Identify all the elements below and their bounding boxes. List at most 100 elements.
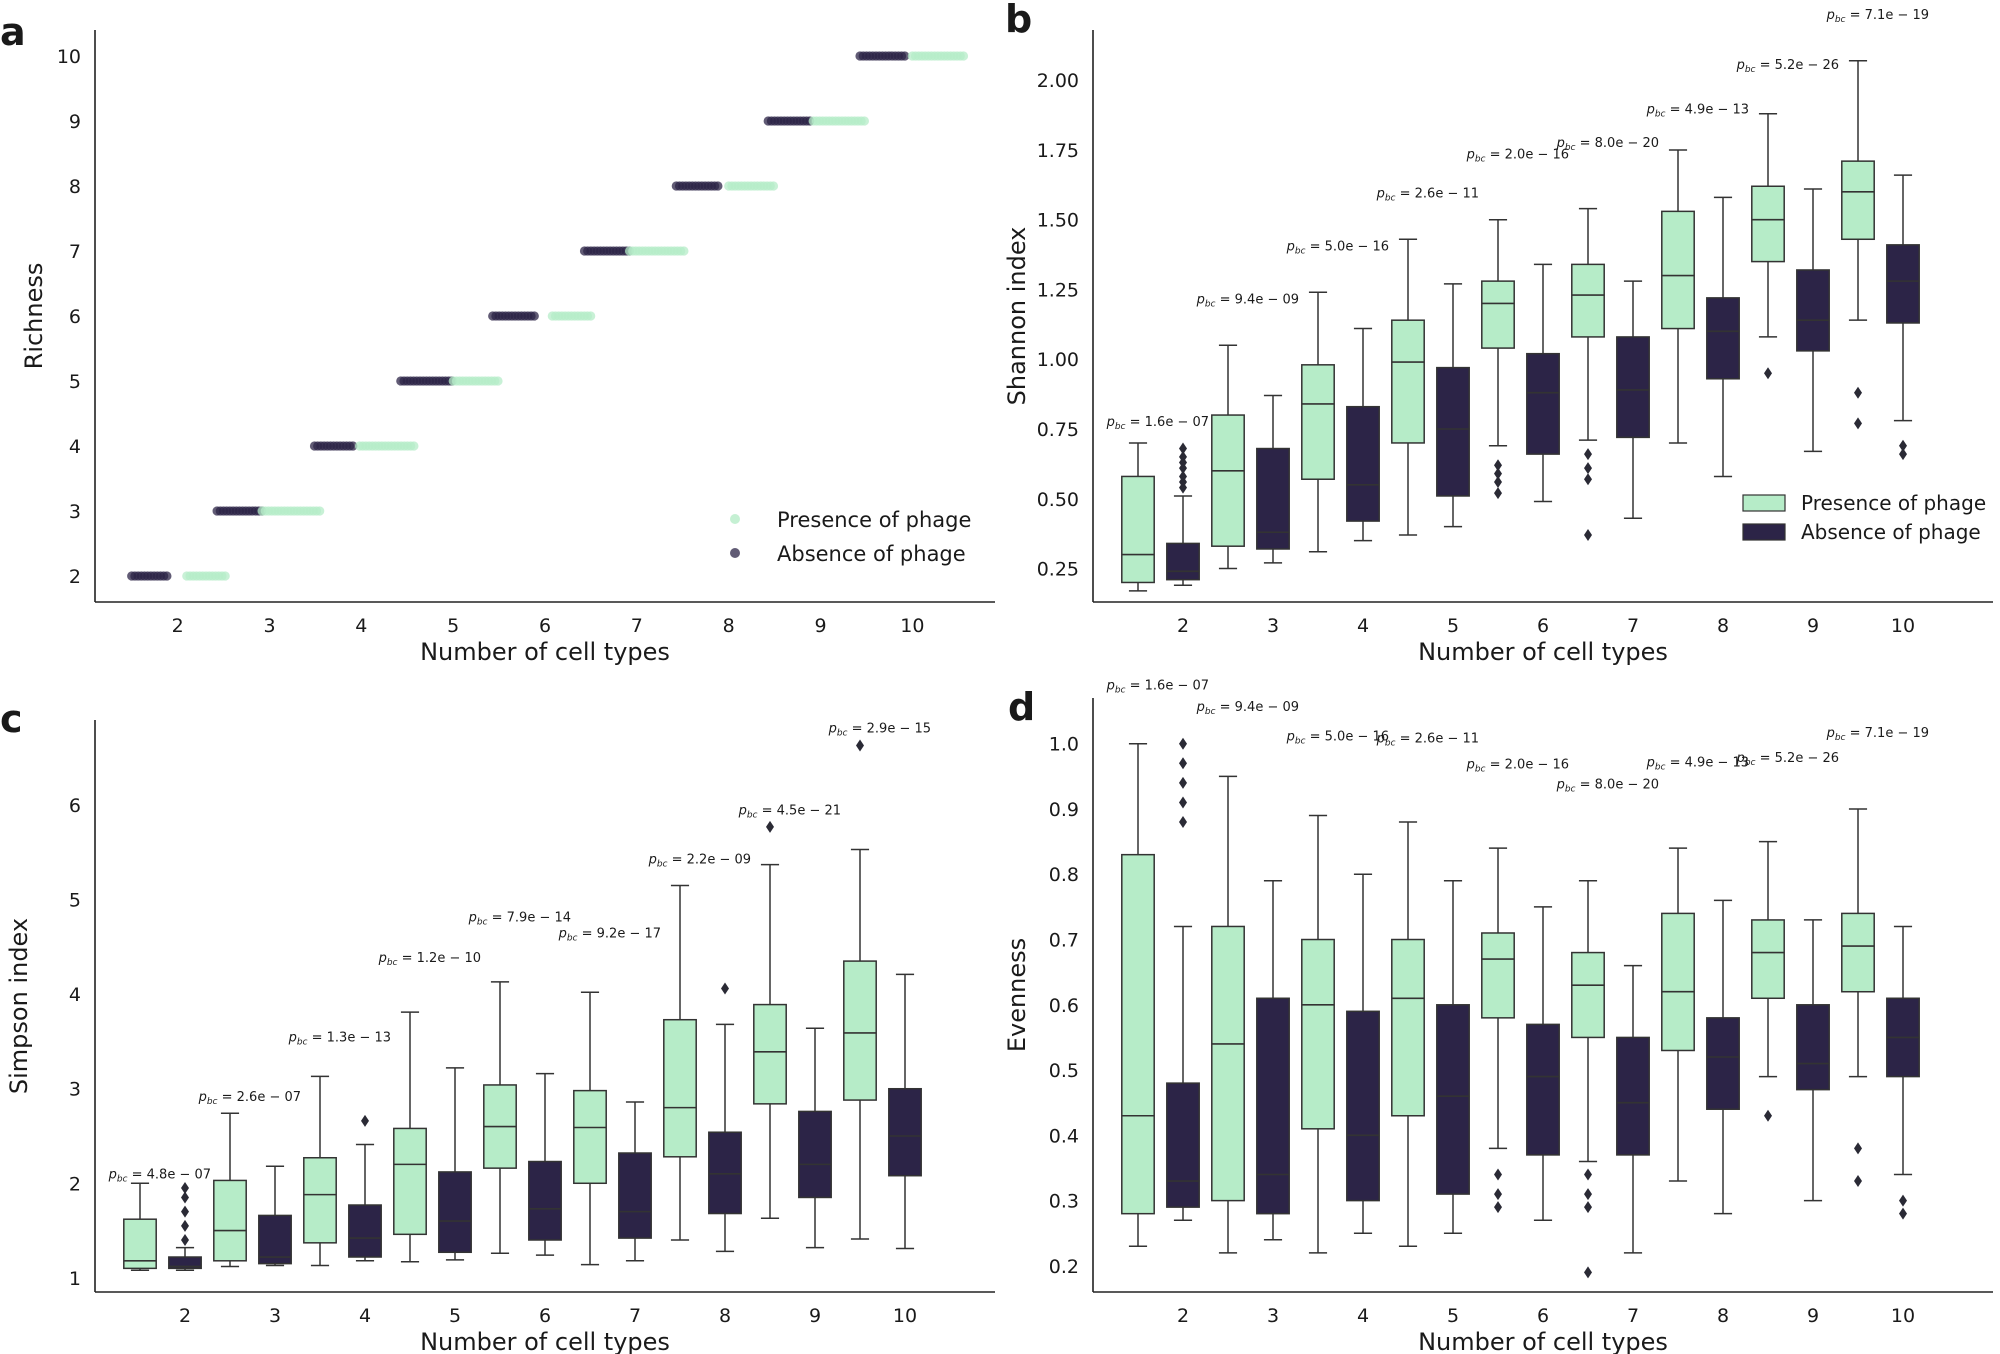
p-value-text: = 7.1e − 19 <box>1846 726 1930 741</box>
scatter-point <box>958 51 969 61</box>
y-tick-label: 6 <box>69 306 81 328</box>
p-value-annotation: pbc = 8.0e − 20 <box>1556 778 1659 795</box>
box-plot <box>1166 442 1200 587</box>
x-tick-label: 9 <box>809 1305 821 1327</box>
box-iqr <box>1796 269 1830 352</box>
panel-label: b <box>1005 0 1032 41</box>
p-value-subscript: bc <box>1475 764 1486 774</box>
scatter-point <box>713 181 723 191</box>
box-iqr <box>1481 932 1515 1019</box>
box-iqr <box>258 1214 292 1265</box>
p-value-annotation: pbc = 7.1e − 19 <box>1826 8 1929 25</box>
x-tick-label: 6 <box>539 1305 551 1327</box>
p-value-text: = 5.0e − 16 <box>1306 729 1390 744</box>
p-value-symbol: p <box>828 721 837 736</box>
p-value-text: = 4.8e − 07 <box>128 1168 212 1183</box>
x-tick-label: 4 <box>355 615 367 637</box>
p-value-subscript: bc <box>1745 65 1756 75</box>
scatter-segment <box>354 441 419 451</box>
box-plot <box>168 1182 202 1272</box>
box-iqr <box>213 1179 247 1262</box>
p-value-symbol: p <box>1826 726 1835 741</box>
box-plot <box>1751 840 1785 1122</box>
p-value-text: = 9.4e − 09 <box>1216 700 1300 715</box>
p-value-subscript: bc <box>1205 707 1216 717</box>
box-iqr <box>1121 853 1155 1215</box>
p-value-text: = 8.0e − 20 <box>1576 778 1660 793</box>
box-iqr <box>1256 997 1290 1215</box>
p-value-text: = 1.6e − 07 <box>1126 679 1210 694</box>
p-value-symbol: p <box>558 926 567 941</box>
y-tick-label: 0.8 <box>1049 864 1079 886</box>
box-plot <box>1796 919 1830 1202</box>
y-tick-label: 0.2 <box>1049 1256 1079 1278</box>
scatter-segment <box>724 181 779 191</box>
box-plot <box>393 1011 427 1263</box>
box-plot <box>1211 344 1245 570</box>
p-value-symbol: p <box>1646 103 1655 118</box>
y-tick-label: 0.6 <box>1049 995 1079 1017</box>
box-plot <box>348 1114 382 1262</box>
p-value-subscript: bc <box>207 1097 218 1107</box>
box-plot <box>213 1112 247 1268</box>
x-tick-label: 4 <box>1357 1305 1369 1327</box>
p-value-symbol: p <box>1376 186 1385 201</box>
p-value-text: = 7.1e − 19 <box>1846 8 1930 23</box>
y-tick-label: 4 <box>69 984 81 1006</box>
p-value-annotation: pbc = 5.2e − 26 <box>1736 58 1839 75</box>
outlier-point <box>1584 529 1592 542</box>
box-plot <box>1436 880 1470 1235</box>
p-value-text: = 2.6e − 07 <box>218 1090 302 1105</box>
outlier-point <box>1179 757 1187 770</box>
p-value-text: = 4.9e − 13 <box>1666 756 1750 771</box>
x-tick-label: 2 <box>1177 615 1189 637</box>
box-iqr <box>393 1127 427 1236</box>
box-iqr <box>1796 1004 1830 1091</box>
outlier-point <box>1899 439 1907 452</box>
x-tick-label: 5 <box>1447 615 1459 637</box>
scatter-point <box>348 441 358 451</box>
scatter-segment <box>808 116 870 126</box>
legend-marker-presence <box>1742 494 1786 512</box>
box-iqr <box>1121 475 1155 584</box>
p-value-annotation: pbc = 2.6e − 07 <box>198 1090 301 1107</box>
y-tick-label: 0.50 <box>1037 489 1079 511</box>
p-value-annotation: pbc = 1.6e − 07 <box>1106 679 1209 696</box>
box-plot <box>1796 188 1830 453</box>
x-tick-label: 2 <box>172 615 184 637</box>
y-axis-title: Simpson index <box>5 918 33 1094</box>
p-value-subscript: bc <box>1745 758 1756 768</box>
x-tick-label: 2 <box>179 1305 191 1327</box>
box-iqr <box>1211 414 1245 547</box>
outlier-point <box>1854 1175 1862 1188</box>
p-value-text: = 2.9e − 15 <box>848 721 932 736</box>
box-plot <box>573 991 607 1266</box>
outlier-point <box>1584 473 1592 486</box>
outlier-point <box>1764 367 1772 380</box>
p-value-subscript: bc <box>1385 738 1396 748</box>
scatter-segment <box>671 181 723 191</box>
x-axis-title: Number of cell types <box>420 1328 670 1354</box>
box-iqr <box>1436 366 1470 497</box>
y-tick-label: 0.5 <box>1049 1060 1079 1082</box>
p-value-symbol: p <box>1466 757 1475 772</box>
x-tick-label: 10 <box>893 1305 917 1327</box>
box-iqr <box>1616 1036 1650 1156</box>
box-plot <box>1301 814 1335 1254</box>
outlier-point <box>1494 1168 1502 1181</box>
x-tick-label: 3 <box>1267 615 1279 637</box>
p-value-annotation: pbc = 1.6e − 07 <box>1106 415 1209 432</box>
p-value-text: = 4.9e − 13 <box>1666 103 1750 118</box>
x-tick-label: 8 <box>719 1305 731 1327</box>
x-tick-label: 6 <box>539 615 551 637</box>
box-iqr <box>1706 297 1740 380</box>
legend-marker-absence <box>1742 523 1786 541</box>
p-value-text: = 9.2e − 17 <box>578 926 662 941</box>
p-value-annotation: pbc = 4.8e − 07 <box>108 1168 211 1185</box>
x-tick-label: 10 <box>1891 1305 1915 1327</box>
y-tick-label: 0.75 <box>1037 419 1079 441</box>
p-value-annotation: pbc = 9.2e − 17 <box>558 926 661 943</box>
p-value-annotation: pbc = 2.2e − 09 <box>648 853 751 870</box>
box-iqr <box>1211 925 1245 1202</box>
